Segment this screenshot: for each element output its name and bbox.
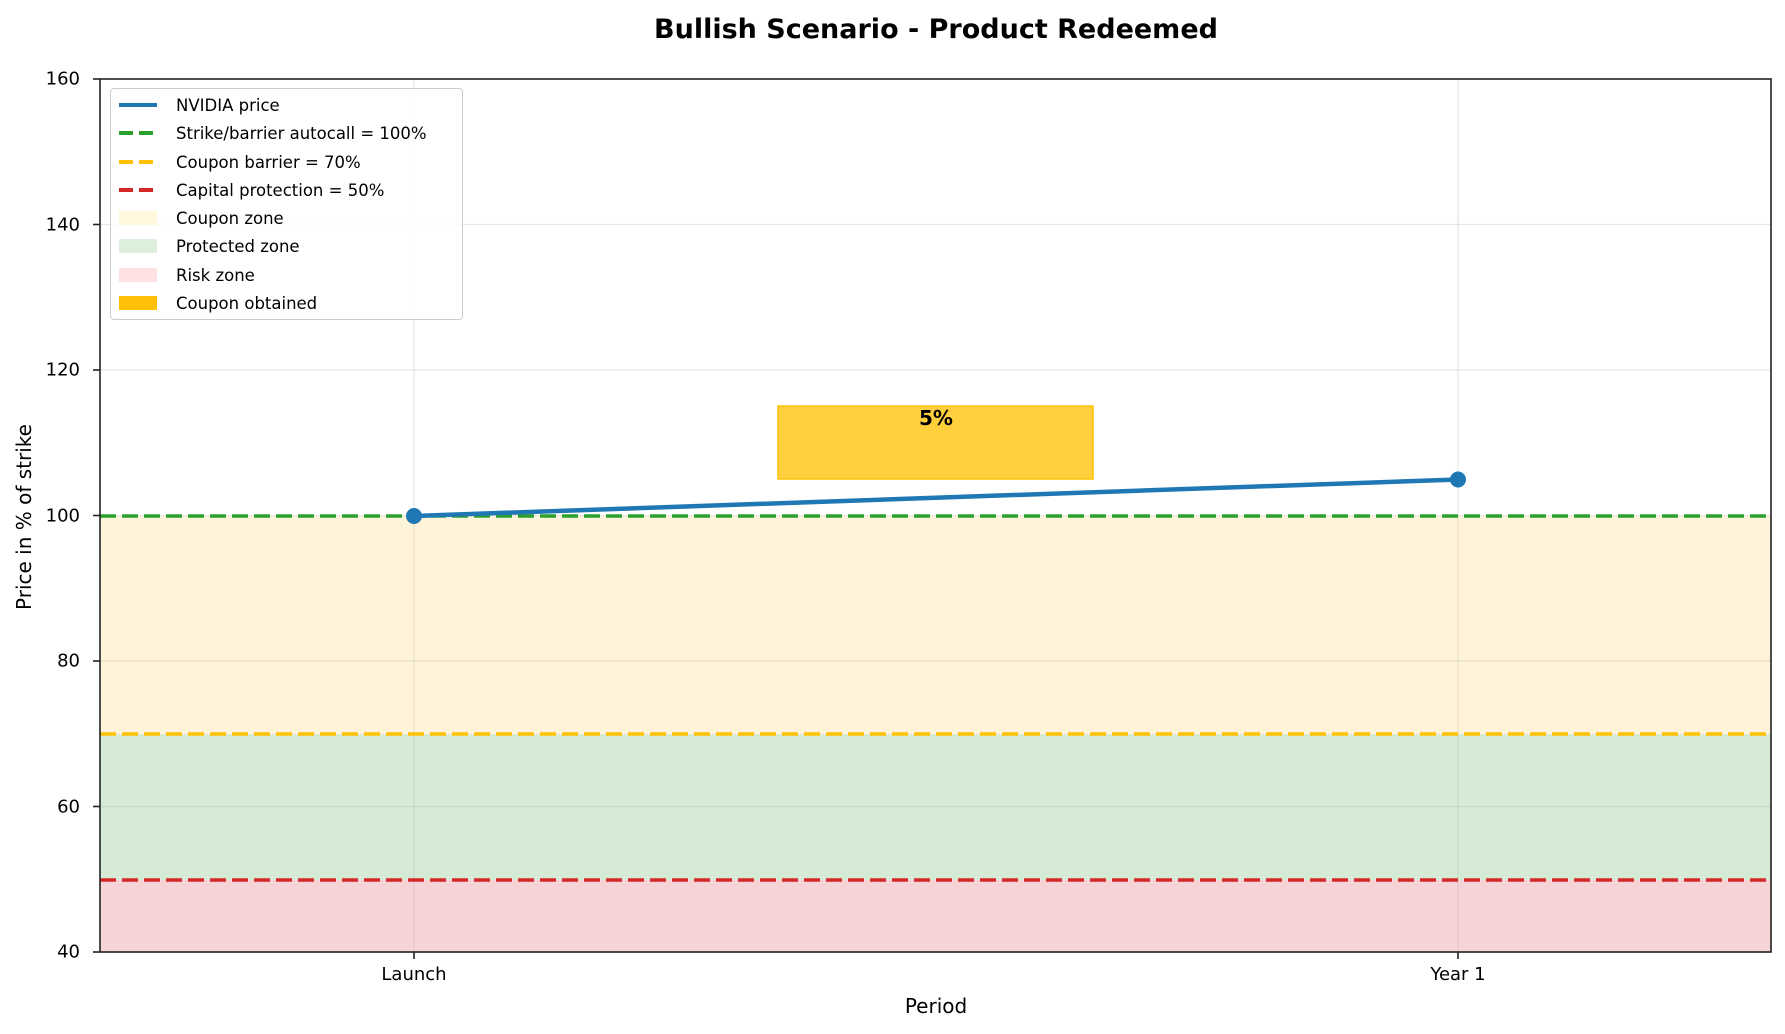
y-ticks	[93, 78, 100, 953]
x-tick-label-year1: Year 1	[1430, 964, 1486, 985]
legend-item-coupon-obtained: Coupon obtained	[119, 291, 317, 315]
legend-item-coupon-zone: Coupon zone	[119, 206, 284, 230]
y-tick-label: 80	[57, 650, 80, 672]
coupon-value-label: 5%	[919, 406, 953, 430]
y-tick-label: 60	[57, 796, 80, 817]
patch-icon	[119, 239, 157, 253]
dashed-line-icon	[119, 188, 157, 192]
y-tick-label: 40	[57, 941, 80, 963]
patch-icon	[119, 268, 157, 282]
nvidia-price-line	[413, 477, 1459, 519]
legend-item-protected-zone: Protected zone	[119, 234, 300, 258]
y-axis-label: Price in % of strike	[12, 424, 36, 610]
y-tick-label: 160	[45, 68, 80, 90]
price-point-launch	[406, 508, 422, 524]
legend-item-nvidia-price: NVIDIA price	[119, 93, 280, 117]
legend-item-strike: Strike/barrier autocall = 100%	[119, 121, 427, 145]
dashed-line-icon	[119, 160, 157, 164]
x-axis-label: Period	[904, 994, 968, 1018]
coupon-obtained-box	[777, 405, 1094, 480]
legend: NVIDIA price Strike/barrier autocall = 1…	[110, 88, 463, 320]
price-point-year1	[1450, 471, 1466, 488]
dashed-line-icon	[119, 131, 157, 135]
legend-item-coupon-barrier: Coupon barrier = 70%	[119, 150, 361, 174]
y-tick-label: 100	[45, 505, 80, 526]
legend-item-capital-protection: Capital protection = 50%	[119, 178, 384, 202]
x-tick-label-launch: Launch	[381, 964, 447, 985]
legend-item-risk-zone: Risk zone	[119, 263, 255, 287]
y-tick-label: 140	[45, 214, 80, 235]
coupon-zone	[100, 516, 1771, 734]
patch-icon	[119, 211, 157, 225]
x-ticks	[413, 952, 1459, 959]
protected-zone	[100, 734, 1771, 880]
chart-title: Bullish Scenario - Product Redeemed	[654, 14, 1218, 45]
solid-line-icon	[119, 103, 157, 107]
risk-zone	[100, 880, 1771, 952]
y-tick-label: 120	[45, 359, 80, 381]
patch-icon	[119, 296, 157, 310]
